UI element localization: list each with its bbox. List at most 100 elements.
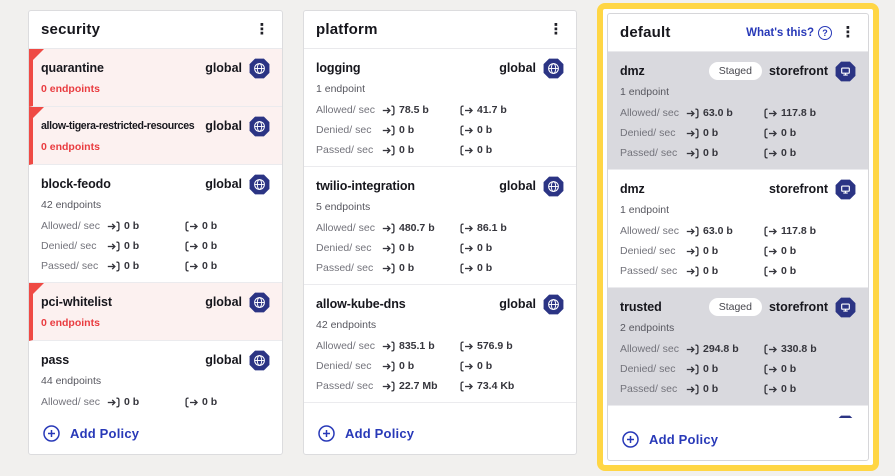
add-policy-button[interactable]: Add Policy — [304, 412, 576, 454]
policy-card[interactable]: allow-tigera-restricted-resources global 0… — [29, 107, 282, 165]
metric-row: Passed/ sec 0 b 0 b — [316, 258, 564, 278]
policy-name: trusted — [620, 300, 662, 314]
ingress-value: 0 b — [399, 144, 415, 156]
policy-card[interactable]: trusted Staged storefront 2 endpoints Allowe… — [608, 288, 868, 406]
policy-card-header: block-feodo global — [41, 173, 270, 195]
ingress-arrow-icon — [382, 144, 395, 156]
ingress-value: 0 b — [703, 147, 719, 159]
endpoint-count: 1 endpoint — [620, 204, 670, 216]
egress-arrow-icon — [460, 144, 473, 156]
policy-card[interactable]: trustedstorefront — [608, 406, 868, 418]
ingress-value: 0 b — [124, 240, 140, 252]
ingress-arrow-icon — [107, 396, 120, 408]
ingress-arrow-icon — [686, 245, 699, 257]
policy-card[interactable]: quarantine global 0 endpoints — [29, 49, 282, 107]
egress-value: 0 b — [202, 240, 218, 252]
policy-card[interactable]: twilio-integration global 5 endpoints Allow… — [304, 167, 576, 285]
egress-metric: 0 b — [185, 396, 217, 408]
metric-row: Allowed/ sec 294.8 b 330.8 b — [620, 339, 856, 359]
ingress-metric: 0 b — [107, 220, 185, 232]
policy-card[interactable]: block-feodo global 42 endpoints Allowed/ se… — [29, 165, 282, 283]
column-header: security ⋮ — [29, 11, 282, 49]
ingress-metric: 63.0 b — [686, 107, 764, 119]
card-list: quarantine global 0 endpoints allow-tigera-… — [29, 49, 282, 412]
danger-corner-flag — [29, 107, 44, 122]
metric-label: Denied/ sec — [316, 360, 372, 372]
ingress-metric: 0 b — [107, 396, 185, 408]
policy-card[interactable]: allow-kube-dns global 42 endpoints Allowed/… — [304, 285, 576, 403]
ingress-arrow-icon — [686, 265, 699, 277]
egress-value: 330.8 b — [781, 343, 817, 355]
ingress-arrow-icon — [382, 340, 395, 352]
scope-label: storefront — [768, 300, 828, 314]
egress-metric: 0 b — [185, 260, 217, 272]
kebab-menu-icon[interactable]: ⋮ — [548, 21, 564, 38]
endpoint-count: 1 endpoint — [316, 83, 366, 95]
egress-arrow-icon — [185, 396, 198, 408]
egress-arrow-icon — [185, 220, 198, 232]
scope-label: global — [205, 177, 242, 191]
egress-metric: 73.4 Kb — [460, 380, 514, 392]
egress-metric: 0 b — [460, 242, 492, 254]
ingress-value: 0 b — [124, 396, 140, 408]
egress-metric: 0 b — [460, 262, 492, 274]
add-policy-button[interactable]: Add Policy — [608, 418, 868, 460]
endpoint-count: 0 endpoints — [41, 317, 100, 329]
policy-card[interactable]: pci-whitelist global 0 endpoints — [29, 283, 282, 341]
metric-row: Allowed/ sec 63.0 b 117.8 b — [620, 221, 856, 241]
egress-value: 0 b — [477, 360, 493, 372]
ingress-arrow-icon — [382, 104, 395, 116]
policy-name: quarantine — [41, 61, 104, 75]
metric-row: Denied/ sec 0 b 0 b — [316, 356, 564, 376]
kebab-menu-icon[interactable]: ⋮ — [254, 21, 270, 38]
ingress-value: 78.5 b — [399, 104, 429, 116]
ingress-metric: 0 b — [686, 363, 764, 375]
policy-card-header: dmz Staged storefront — [620, 60, 856, 82]
egress-arrow-icon — [460, 104, 473, 116]
ingress-arrow-icon — [382, 360, 395, 372]
ingress-metric: 0 b — [107, 240, 185, 252]
egress-value: 0 b — [477, 124, 493, 136]
policy-card[interactable]: dmz storefront 1 endpoint Allowed/ sec 63.0 … — [608, 170, 868, 288]
policy-name: block-feodo — [41, 177, 111, 191]
egress-metric: 0 b — [764, 383, 796, 395]
metric-row: Allowed/ sec 0 b 0 b — [41, 392, 270, 412]
ingress-metric: 0 b — [382, 360, 460, 372]
danger-corner-flag — [29, 49, 44, 64]
egress-arrow-icon — [764, 107, 777, 119]
egress-metric: 0 b — [764, 147, 796, 159]
whats-this-link[interactable]: What's this?? — [746, 25, 832, 40]
metric-row: Allowed/ sec 835.1 b 576.9 b — [316, 336, 564, 356]
plus-circle-icon — [43, 424, 60, 442]
add-policy-button[interactable]: Add Policy — [29, 412, 282, 454]
staged-badge: Staged — [708, 62, 762, 80]
metric-row: Passed/ sec 22.7 Mb 73.4 Kb — [316, 376, 564, 396]
egress-value: 73.4 Kb — [477, 380, 515, 392]
policy-name: twilio-integration — [316, 179, 415, 193]
monitor-icon — [835, 415, 856, 418]
policy-card[interactable]: pass global 44 endpoints Allowed/ sec 0 b 0 b… — [29, 341, 282, 412]
policy-card[interactable]: logging global 1 endpoint Allowed/ sec 78.5 … — [304, 49, 576, 167]
metric-label: Passed/ sec — [316, 262, 374, 274]
egress-value: 0 b — [202, 396, 218, 408]
metric-label: Allowed/ sec — [620, 343, 679, 355]
ingress-metric: 294.8 b — [686, 343, 764, 355]
egress-arrow-icon — [460, 242, 473, 254]
metric-label: Allowed/ sec — [316, 222, 375, 234]
egress-arrow-icon — [460, 124, 473, 136]
metric-label: Passed/ sec — [620, 147, 678, 159]
metric-label: Allowed/ sec — [41, 220, 100, 232]
ingress-value: 0 b — [703, 363, 719, 375]
metric-row: Passed/ sec 0 b 0 b — [620, 261, 856, 281]
metric-row: Allowed/ sec 0 b 0 b — [41, 216, 270, 236]
metric-label: Denied/ sec — [316, 242, 372, 254]
egress-arrow-icon — [764, 147, 777, 159]
ingress-value: 480.7 b — [399, 222, 435, 234]
ingress-metric: 835.1 b — [382, 340, 460, 352]
kebab-menu-icon[interactable]: ⋮ — [840, 24, 856, 41]
ingress-metric: 0 b — [686, 245, 764, 257]
policy-card-header: dmz storefront — [620, 178, 856, 200]
policy-card[interactable]: dmz Staged storefront 1 endpoint Allowed/ se… — [608, 52, 868, 170]
metric-row: Passed/ sec 0 b 0 b — [316, 140, 564, 160]
egress-metric: 41.7 b — [460, 104, 507, 116]
